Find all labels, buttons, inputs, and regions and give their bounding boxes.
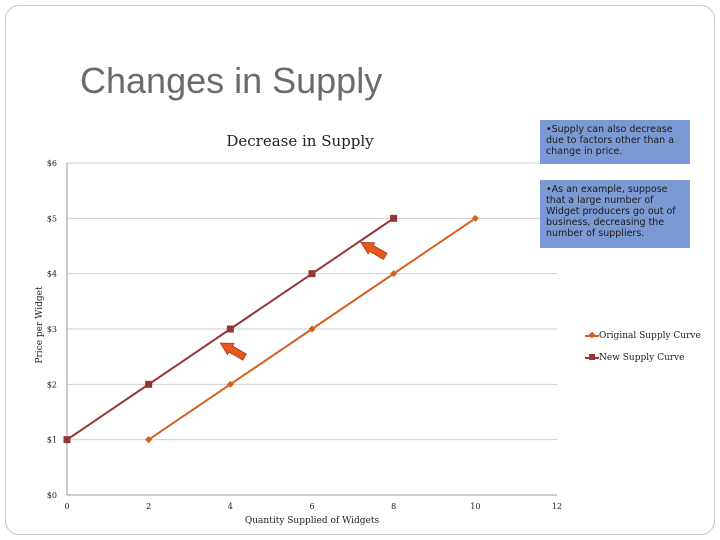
x-tick-label: 6: [309, 502, 314, 511]
data-point-original: [226, 380, 234, 388]
y-tick-label: $2: [47, 380, 57, 389]
x-tick-label: 4: [228, 502, 233, 511]
data-point-new: [63, 436, 71, 444]
y-tick-label: $5: [47, 214, 57, 223]
shift-arrow-icon: [219, 342, 247, 361]
y-tick-label: $1: [47, 436, 57, 445]
legend-swatch-original: [585, 330, 599, 341]
legend-item-new: New Supply Curve: [585, 352, 701, 363]
x-tick-label: 10: [470, 502, 480, 511]
slide-title: Changes in Supply: [80, 60, 383, 101]
legend-label-new: New Supply Curve: [599, 352, 685, 363]
data-point-original: [145, 436, 153, 444]
legend-item-original: Original Supply Curve: [585, 330, 701, 341]
y-tick-label: $6: [47, 159, 57, 168]
y-tick-label: $0: [47, 491, 57, 500]
x-axis-label: Quantity Supplied of Widgets: [244, 516, 380, 526]
data-point-new: [308, 270, 316, 278]
data-point-original: [471, 214, 479, 222]
data-point-new: [390, 214, 398, 222]
y-tick-label: $3: [47, 325, 57, 334]
data-point-original: [308, 325, 316, 333]
data-point-new: [226, 325, 234, 333]
legend-label-original: Original Supply Curve: [599, 330, 701, 341]
chart-legend: Original Supply Curve New Supply Curve: [585, 330, 701, 374]
note-box-example: •As an example, suppose that a large num…: [540, 180, 690, 248]
x-tick-label: 2: [146, 502, 151, 511]
note-box-supply-decrease: •Supply can also decrease due to factors…: [540, 120, 690, 164]
x-tick-label: 8: [391, 502, 396, 511]
x-tick-label: 12: [552, 502, 562, 511]
x-tick-label: 0: [64, 502, 69, 511]
y-axis-label: Price per Widget: [35, 286, 45, 364]
shift-arrow-icon: [360, 241, 388, 260]
chart-title: Decrease in Supply: [226, 132, 374, 150]
y-tick-label: $4: [47, 270, 57, 279]
slide-frame: [5, 5, 715, 535]
legend-swatch-new: [585, 352, 599, 363]
data-point-original: [390, 270, 398, 278]
data-point-new: [145, 380, 153, 388]
